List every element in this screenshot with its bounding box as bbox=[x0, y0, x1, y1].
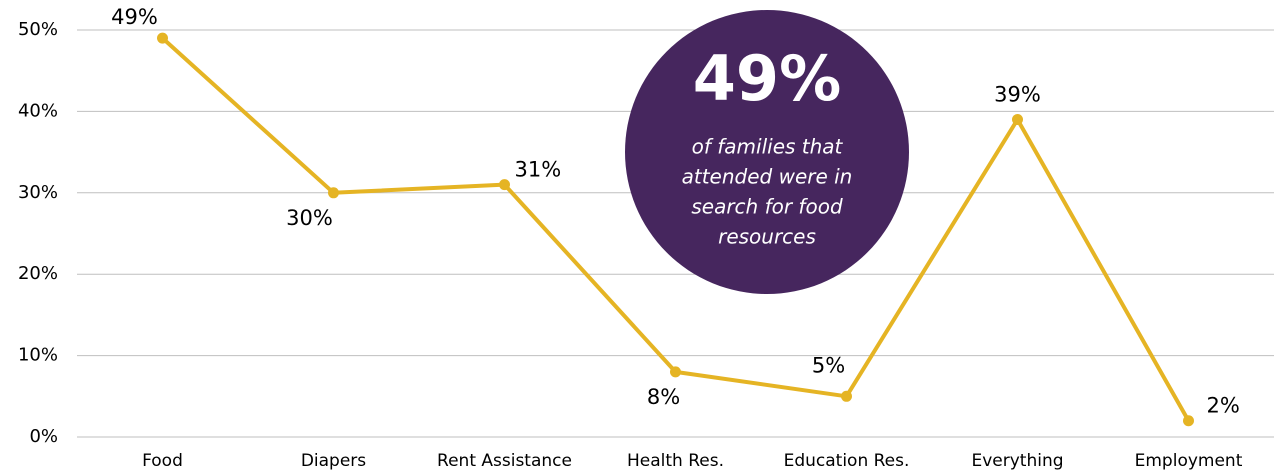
callout-text: search for food bbox=[691, 195, 843, 219]
callout-circle bbox=[625, 10, 909, 294]
x-tick-label: Rent Assistance bbox=[437, 451, 572, 471]
data-point bbox=[157, 32, 168, 44]
y-tick-label: 0% bbox=[29, 426, 58, 447]
x-tick-label: Everything bbox=[971, 451, 1063, 471]
x-tick-label: Education Res. bbox=[784, 451, 910, 471]
y-tick-label: 10% bbox=[18, 345, 58, 366]
data-label: 5% bbox=[812, 353, 845, 377]
y-tick-label: 50% bbox=[18, 19, 58, 40]
y-tick-label: 30% bbox=[18, 182, 58, 203]
data-point bbox=[1183, 415, 1194, 427]
y-tick-label: 20% bbox=[18, 263, 58, 284]
callout-text: resources bbox=[718, 225, 816, 249]
data-point bbox=[499, 179, 510, 191]
data-point bbox=[670, 366, 681, 378]
x-tick-label: Health Res. bbox=[627, 451, 724, 471]
data-point bbox=[328, 187, 339, 199]
data-label: 39% bbox=[994, 83, 1041, 107]
data-point bbox=[841, 390, 852, 402]
data-label: 8% bbox=[647, 385, 680, 409]
y-tick-label: 40% bbox=[18, 100, 58, 121]
x-tick-label: Employment bbox=[1135, 451, 1243, 471]
x-tick-label: Food bbox=[142, 451, 183, 471]
callout-text: of families that bbox=[692, 135, 844, 159]
data-label: 2% bbox=[1207, 394, 1240, 418]
data-label: 30% bbox=[286, 206, 333, 230]
callout-headline: 49% bbox=[693, 42, 841, 115]
data-label: 49% bbox=[111, 5, 158, 29]
callout-text: attended were in bbox=[682, 165, 853, 189]
x-tick-label: Diapers bbox=[301, 451, 366, 471]
data-label: 31% bbox=[515, 158, 562, 182]
data-point bbox=[1012, 114, 1023, 126]
